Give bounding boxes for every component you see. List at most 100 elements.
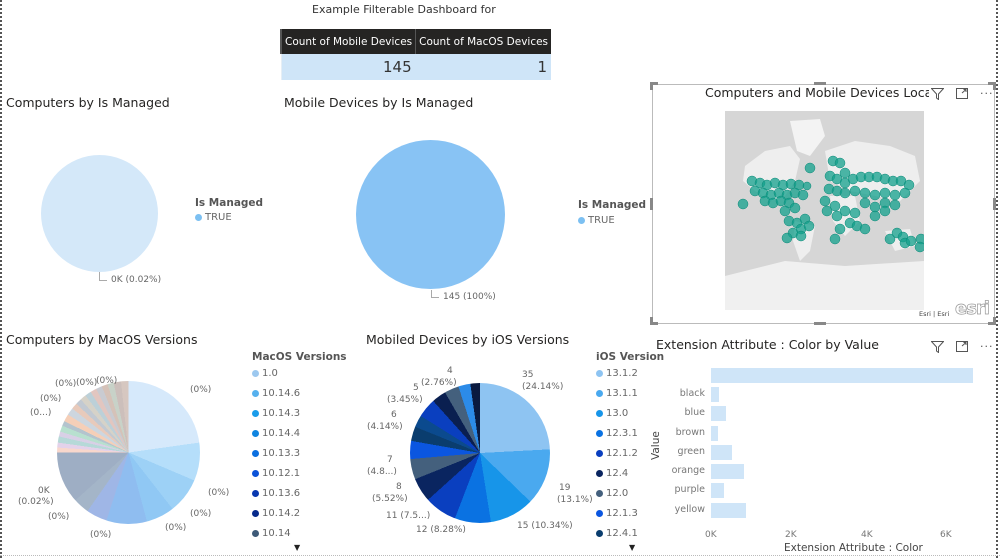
data-label: 0K: [38, 486, 50, 496]
legend-label: TRUE: [588, 215, 615, 226]
legend-item[interactable]: 10.14.6: [252, 388, 300, 399]
legend-item[interactable]: 12.4.1: [596, 528, 638, 539]
resize-handle[interactable]: [814, 322, 826, 325]
legend-dot-icon: [596, 450, 603, 457]
legend-item-true[interactable]: TRUE: [578, 215, 615, 226]
data-label: (2.76%): [421, 378, 457, 388]
resize-handle[interactable]: [993, 198, 996, 210]
bar-green[interactable]: [711, 445, 732, 460]
visual-title: Extension Attribute : Color by Value: [656, 337, 879, 352]
legend-item-true[interactable]: TRUE: [195, 212, 232, 223]
bar-blank[interactable]: [711, 368, 973, 383]
legend-item[interactable]: 1.0: [252, 368, 278, 379]
y-axis-label: yellow: [674, 504, 705, 515]
legend-item[interactable]: 12.4: [596, 468, 628, 479]
column-header-mobile[interactable]: Count of Mobile Devices: [280, 29, 416, 54]
legend-label: 10.14.2: [262, 508, 301, 519]
resize-handle[interactable]: [814, 82, 826, 85]
legend-label: 12.0: [606, 488, 629, 499]
data-label: (0%): [190, 385, 212, 395]
resize-handle[interactable]: [650, 322, 658, 325]
legend-dot-icon: [596, 510, 603, 517]
legend-dot-icon: [596, 410, 603, 417]
legend-label: 1.0: [262, 368, 278, 379]
legend-dot-icon: [252, 410, 259, 417]
more-options-icon[interactable]: ···: [980, 340, 994, 353]
pie-chart[interactable]: [356, 140, 505, 289]
pie-chart[interactable]: [41, 155, 158, 272]
leader-line: [99, 272, 107, 281]
resize-handle[interactable]: [993, 82, 996, 90]
legend-item[interactable]: 10.14.2: [252, 508, 300, 519]
bar-blue[interactable]: [711, 406, 726, 421]
legend-item[interactable]: 10.14.4: [252, 428, 300, 439]
legend-item[interactable]: 13.0: [596, 408, 628, 419]
resize-handle[interactable]: [993, 317, 996, 325]
legend-dot-icon: [252, 530, 259, 537]
visual-title: Mobiled Devices by iOS Versions: [366, 332, 570, 347]
resize-handle[interactable]: [650, 82, 658, 85]
legend-label: 10.14: [262, 528, 291, 539]
data-label: (0%): [48, 512, 70, 522]
resize-handle[interactable]: [988, 82, 996, 85]
data-label: 15 (10.34%): [517, 521, 573, 531]
macos-count-cell[interactable]: 1: [415, 54, 552, 80]
legend-dot-icon: [252, 450, 259, 457]
resize-handle[interactable]: [650, 198, 653, 210]
data-label: 6: [391, 410, 397, 420]
mobile-count-cell[interactable]: 145: [281, 54, 416, 80]
visual-title: Mobile Devices by Is Managed: [284, 95, 474, 110]
legend-item[interactable]: 10.13.3: [252, 448, 300, 459]
legend-dot-icon: [252, 370, 259, 377]
data-label: 12 (8.28%): [416, 525, 466, 535]
legend-label: 12.4.1: [606, 528, 638, 539]
legend-label: 12.1.2: [606, 448, 638, 459]
legend-item[interactable]: 12.1.3: [596, 508, 638, 519]
map-attribution[interactable]: Esri | Esri: [919, 310, 950, 318]
bar-brown[interactable]: [711, 426, 718, 441]
legend-item[interactable]: 10.14: [252, 528, 291, 539]
canvas-border: [0, 0, 2, 558]
bar-orange[interactable]: [711, 464, 744, 479]
visual-title: Computers and Mobile Devices Locatic: [705, 85, 929, 100]
x-axis-tick: 4K: [861, 530, 873, 540]
legend-label: 10.12.1: [262, 468, 301, 479]
data-label: 11 (7.5...): [386, 511, 431, 521]
focus-mode-icon[interactable]: [956, 341, 968, 352]
legend-item[interactable]: 13.1.1: [596, 388, 638, 399]
legend-item[interactable]: 12.3.1: [596, 428, 638, 439]
resize-handle[interactable]: [650, 317, 653, 325]
resize-handle[interactable]: [650, 82, 653, 90]
data-label: 4: [447, 366, 453, 376]
bar-black[interactable]: [711, 387, 719, 402]
pie-chart[interactable]: [57, 381, 200, 524]
legend-scroll-down-icon[interactable]: ▼: [629, 543, 636, 552]
legend-dot-icon: [596, 530, 603, 537]
bar-yellow[interactable]: [711, 503, 746, 518]
pie-chart[interactable]: [410, 383, 550, 523]
data-label: (0%): [76, 378, 98, 388]
more-options-icon[interactable]: ···: [980, 87, 994, 100]
row-stub: [280, 54, 282, 80]
resize-handle[interactable]: [988, 322, 996, 325]
legend-item[interactable]: 10.14.3: [252, 408, 300, 419]
data-label: (4.14%): [367, 422, 403, 432]
column-header-macos[interactable]: Count of MacOS Devices: [415, 29, 552, 54]
data-label: 145 (100%): [443, 292, 496, 302]
filter-icon[interactable]: [931, 87, 944, 100]
x-axis-tick: 6K: [940, 530, 952, 540]
legend-scroll-down-icon[interactable]: ▼: [294, 543, 301, 552]
data-label: (0%): [96, 376, 118, 386]
map-canvas[interactable]: [725, 111, 924, 310]
bar-purple[interactable]: [711, 483, 724, 498]
y-axis-label: blue: [684, 407, 705, 418]
filter-icon[interactable]: [931, 340, 944, 353]
legend-item[interactable]: 12.1.2: [596, 448, 638, 459]
focus-mode-icon[interactable]: [956, 88, 968, 99]
legend-item[interactable]: 13.1.2: [596, 368, 638, 379]
legend-item[interactable]: 10.12.1: [252, 468, 300, 479]
legend-item[interactable]: 12.0: [596, 488, 628, 499]
legend-item[interactable]: 10.13.6: [252, 488, 300, 499]
x-axis-title: Extension Attribute : Color: [784, 542, 923, 554]
kpi-table[interactable]: Count of Mobile Devices Count of MacOS D…: [280, 29, 552, 80]
